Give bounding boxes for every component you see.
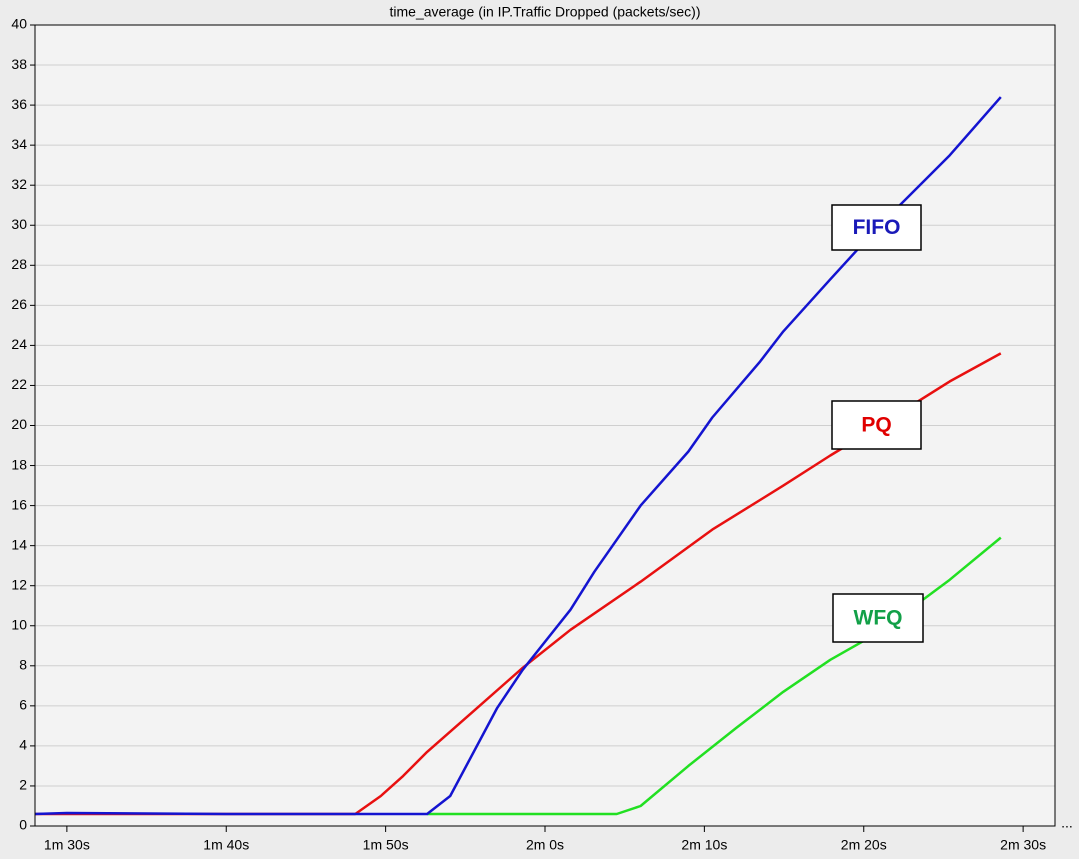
chart-title: time_average (in IP.Traffic Dropped (pac… bbox=[390, 4, 701, 20]
x-tick-label: 1m 50s bbox=[363, 837, 409, 853]
x-more-indicator: ... bbox=[1061, 815, 1073, 831]
y-tick-label: 30 bbox=[11, 216, 27, 232]
annotation-box bbox=[831, 400, 922, 450]
annotation-label: WFQ bbox=[854, 607, 903, 630]
y-tick-label: 34 bbox=[11, 136, 27, 152]
series-line bbox=[34, 96, 1002, 816]
y-tick-label: 26 bbox=[11, 296, 27, 312]
y-tick-label: 16 bbox=[11, 496, 27, 512]
y-tick-label: 40 bbox=[11, 16, 27, 32]
y-tick-label: 14 bbox=[11, 536, 27, 552]
x-tick-label: 1m 40s bbox=[203, 837, 249, 853]
y-tick-label: 38 bbox=[11, 56, 27, 72]
y-tick-label: 0 bbox=[19, 817, 27, 833]
x-tick-label: 2m 30s bbox=[1000, 837, 1046, 853]
y-tick-label: 22 bbox=[11, 376, 27, 392]
y-tick-label: 20 bbox=[11, 416, 27, 432]
y-tick-label: 2 bbox=[19, 777, 27, 793]
y-tick-label: 36 bbox=[11, 96, 27, 112]
y-tick-label: 6 bbox=[19, 697, 27, 713]
y-tick-label: 8 bbox=[19, 657, 27, 673]
y-tick-label: 32 bbox=[11, 176, 27, 192]
annotation-label: PQ bbox=[861, 414, 891, 437]
y-tick-label: 12 bbox=[11, 576, 27, 592]
y-tick-label: 10 bbox=[11, 616, 27, 632]
y-tick-label: 24 bbox=[11, 336, 27, 352]
y-tick-label: 4 bbox=[19, 737, 27, 753]
annotation-box bbox=[831, 204, 922, 251]
x-tick-label: 1m 30s bbox=[44, 837, 90, 853]
annotation-label: FIFO bbox=[853, 216, 901, 239]
y-tick-label: 28 bbox=[11, 256, 27, 272]
y-tick-label: 18 bbox=[11, 456, 27, 472]
x-tick-label: 2m 0s bbox=[526, 837, 564, 853]
x-tick-label: 2m 10s bbox=[681, 837, 727, 853]
annotation-box bbox=[832, 593, 924, 643]
x-tick-label: 2m 20s bbox=[841, 837, 887, 853]
